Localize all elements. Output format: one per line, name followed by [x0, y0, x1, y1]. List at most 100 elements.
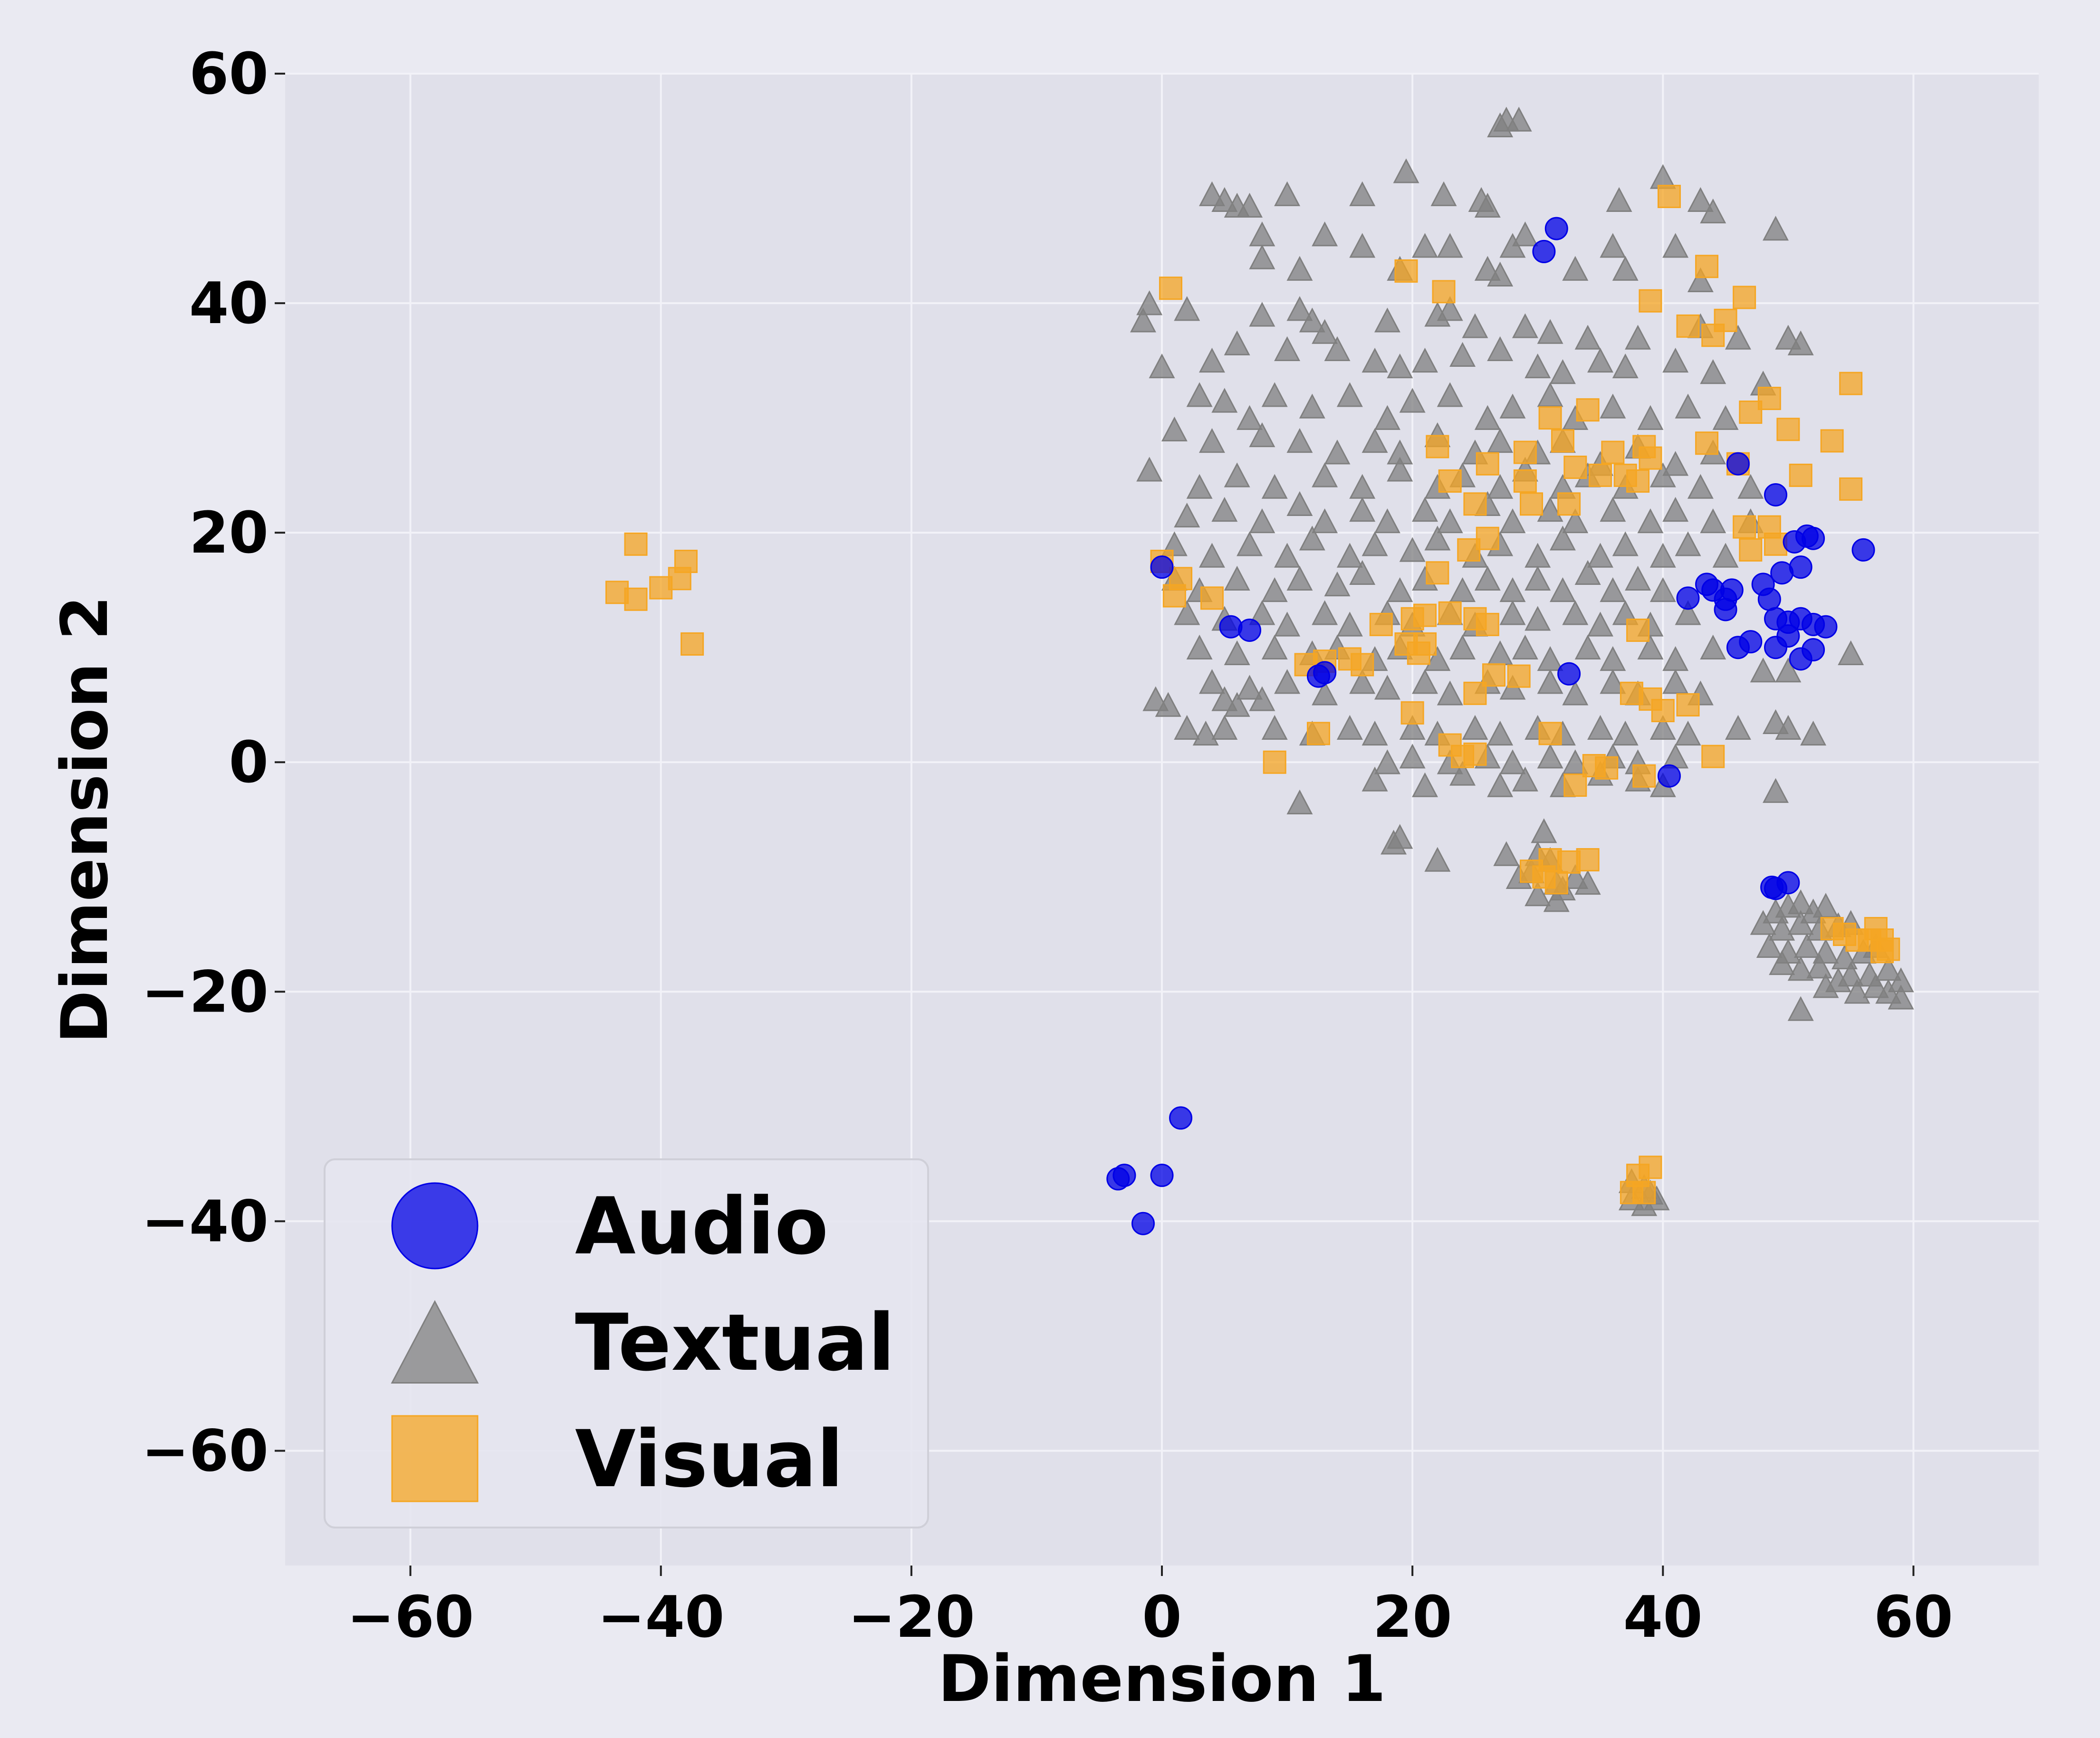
textual-point [1374, 675, 1400, 700]
textual-point [1324, 571, 1351, 597]
audio-point [1219, 615, 1243, 639]
textual-point [1600, 233, 1626, 258]
textual-point [1224, 330, 1250, 355]
visual-point [1626, 469, 1650, 493]
textual-point [1750, 910, 1776, 935]
visual-point [1400, 701, 1424, 725]
textual-point [1562, 680, 1589, 706]
textual-point [1412, 497, 1438, 522]
textual-point [1844, 979, 1870, 1004]
textual-point [1700, 508, 1726, 534]
textual-point [1537, 382, 1563, 407]
textual-point [1449, 342, 1476, 367]
textual-point [1562, 508, 1589, 534]
audio-point [1131, 1212, 1155, 1235]
textual-point [1324, 439, 1351, 465]
textual-point [1211, 497, 1238, 522]
textual-point [1249, 686, 1275, 711]
textual-point [1437, 233, 1463, 258]
textual-point [1649, 462, 1676, 487]
visual-point [1626, 618, 1650, 642]
textual-point [1687, 267, 1714, 293]
visual-point [1632, 764, 1656, 788]
legend-audio-label: Audio [575, 1181, 828, 1272]
textual-point [1769, 950, 1795, 975]
grid-lines [285, 73, 2039, 1566]
legend-visual-label: Visual [575, 1413, 844, 1505]
audio-point [1757, 587, 1781, 611]
x-axis-label: Dimension 1 [938, 1642, 1386, 1716]
visual-point [1200, 586, 1224, 610]
textual-point [1675, 720, 1701, 746]
visual-point [1657, 184, 1681, 208]
textual-point [1274, 669, 1301, 694]
textual-point [1493, 841, 1520, 866]
textual-point [1512, 221, 1538, 247]
textual-point [1712, 543, 1739, 568]
textual-point [1769, 916, 1795, 941]
textual-point [1637, 405, 1664, 430]
textual-point [1499, 600, 1526, 625]
textual-point [1237, 405, 1263, 430]
visual-point [1476, 452, 1499, 476]
visual-point [1432, 280, 1456, 304]
textual-point [1574, 634, 1601, 659]
textual-point [1499, 393, 1526, 419]
audio-point [1150, 555, 1174, 579]
textual-point [1387, 824, 1413, 849]
textual-point [1750, 658, 1776, 683]
legend-visual-marker [391, 1415, 479, 1502]
visual-point [1463, 742, 1487, 766]
textual-point [1424, 525, 1451, 551]
y-tick-label: 20 [189, 500, 268, 566]
textual-point [1349, 233, 1376, 258]
textual-point [1662, 233, 1689, 258]
audio-point [1106, 1167, 1130, 1191]
x-tick-label: 0 [1142, 1585, 1182, 1651]
textual-point [1600, 577, 1626, 602]
textual-point [1136, 457, 1163, 482]
textual-point [1499, 749, 1526, 774]
textual-point [1574, 325, 1601, 350]
textual-point [1211, 715, 1238, 740]
textual-point [1888, 984, 1914, 1010]
textual-point [1412, 347, 1438, 373]
textual-point [1775, 658, 1802, 683]
textual-point [1449, 634, 1476, 659]
textual-point [1437, 508, 1463, 534]
x-tick-label: 60 [1874, 1585, 1953, 1651]
audio-point [1814, 615, 1838, 639]
textual-point [1437, 680, 1463, 706]
visual-point [1476, 526, 1499, 550]
textual-point [1587, 715, 1613, 740]
audio-point [1764, 636, 1787, 659]
textual-point [1374, 405, 1400, 430]
textual-point [1600, 497, 1626, 522]
textual-point [1312, 221, 1338, 247]
audio-point [1676, 586, 1700, 610]
legend-audio-marker [391, 1182, 479, 1270]
textual-point [1687, 187, 1714, 212]
textual-point [1675, 600, 1701, 625]
visual-point [1576, 848, 1600, 872]
textual-point [1662, 669, 1689, 694]
visual-point [1676, 693, 1700, 716]
visual-point [1159, 277, 1182, 300]
textual-point [1224, 565, 1250, 591]
visual-point [681, 632, 704, 656]
textual-point [1587, 543, 1613, 568]
legend-textual-label: Textual [575, 1297, 895, 1388]
visual-point [1733, 286, 1756, 309]
textual-point [1487, 112, 1514, 137]
textual-point [1312, 508, 1338, 534]
visual-point [1476, 612, 1499, 636]
textual-point [1186, 382, 1213, 407]
textual-point [1274, 611, 1301, 637]
textual-point [1512, 313, 1538, 338]
textual-point [1261, 382, 1288, 407]
audio-point [1851, 538, 1875, 562]
textual-point [1224, 462, 1250, 487]
visual-point [1507, 664, 1531, 688]
textual-point [1249, 302, 1275, 327]
textual-point [1787, 330, 1814, 355]
